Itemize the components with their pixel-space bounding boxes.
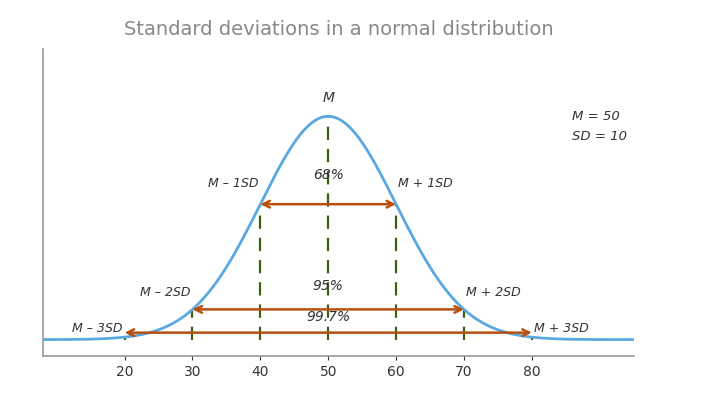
Text: M – 1SD: M – 1SD bbox=[208, 177, 258, 190]
Text: M: M bbox=[323, 91, 334, 105]
Text: M + 3SD: M + 3SD bbox=[534, 322, 588, 335]
Text: M = 50
SD = 10: M = 50 SD = 10 bbox=[572, 110, 626, 143]
Text: M – 3SD: M – 3SD bbox=[72, 322, 122, 335]
Text: M – 2SD: M – 2SD bbox=[140, 286, 191, 299]
Text: M + 1SD: M + 1SD bbox=[398, 177, 453, 190]
Text: 99.7%: 99.7% bbox=[306, 310, 351, 324]
Title: Standard deviations in a normal distribution: Standard deviations in a normal distribu… bbox=[124, 20, 553, 39]
Text: M + 2SD: M + 2SD bbox=[466, 286, 521, 299]
Text: 95%: 95% bbox=[312, 279, 343, 292]
Text: 68%: 68% bbox=[312, 168, 343, 182]
